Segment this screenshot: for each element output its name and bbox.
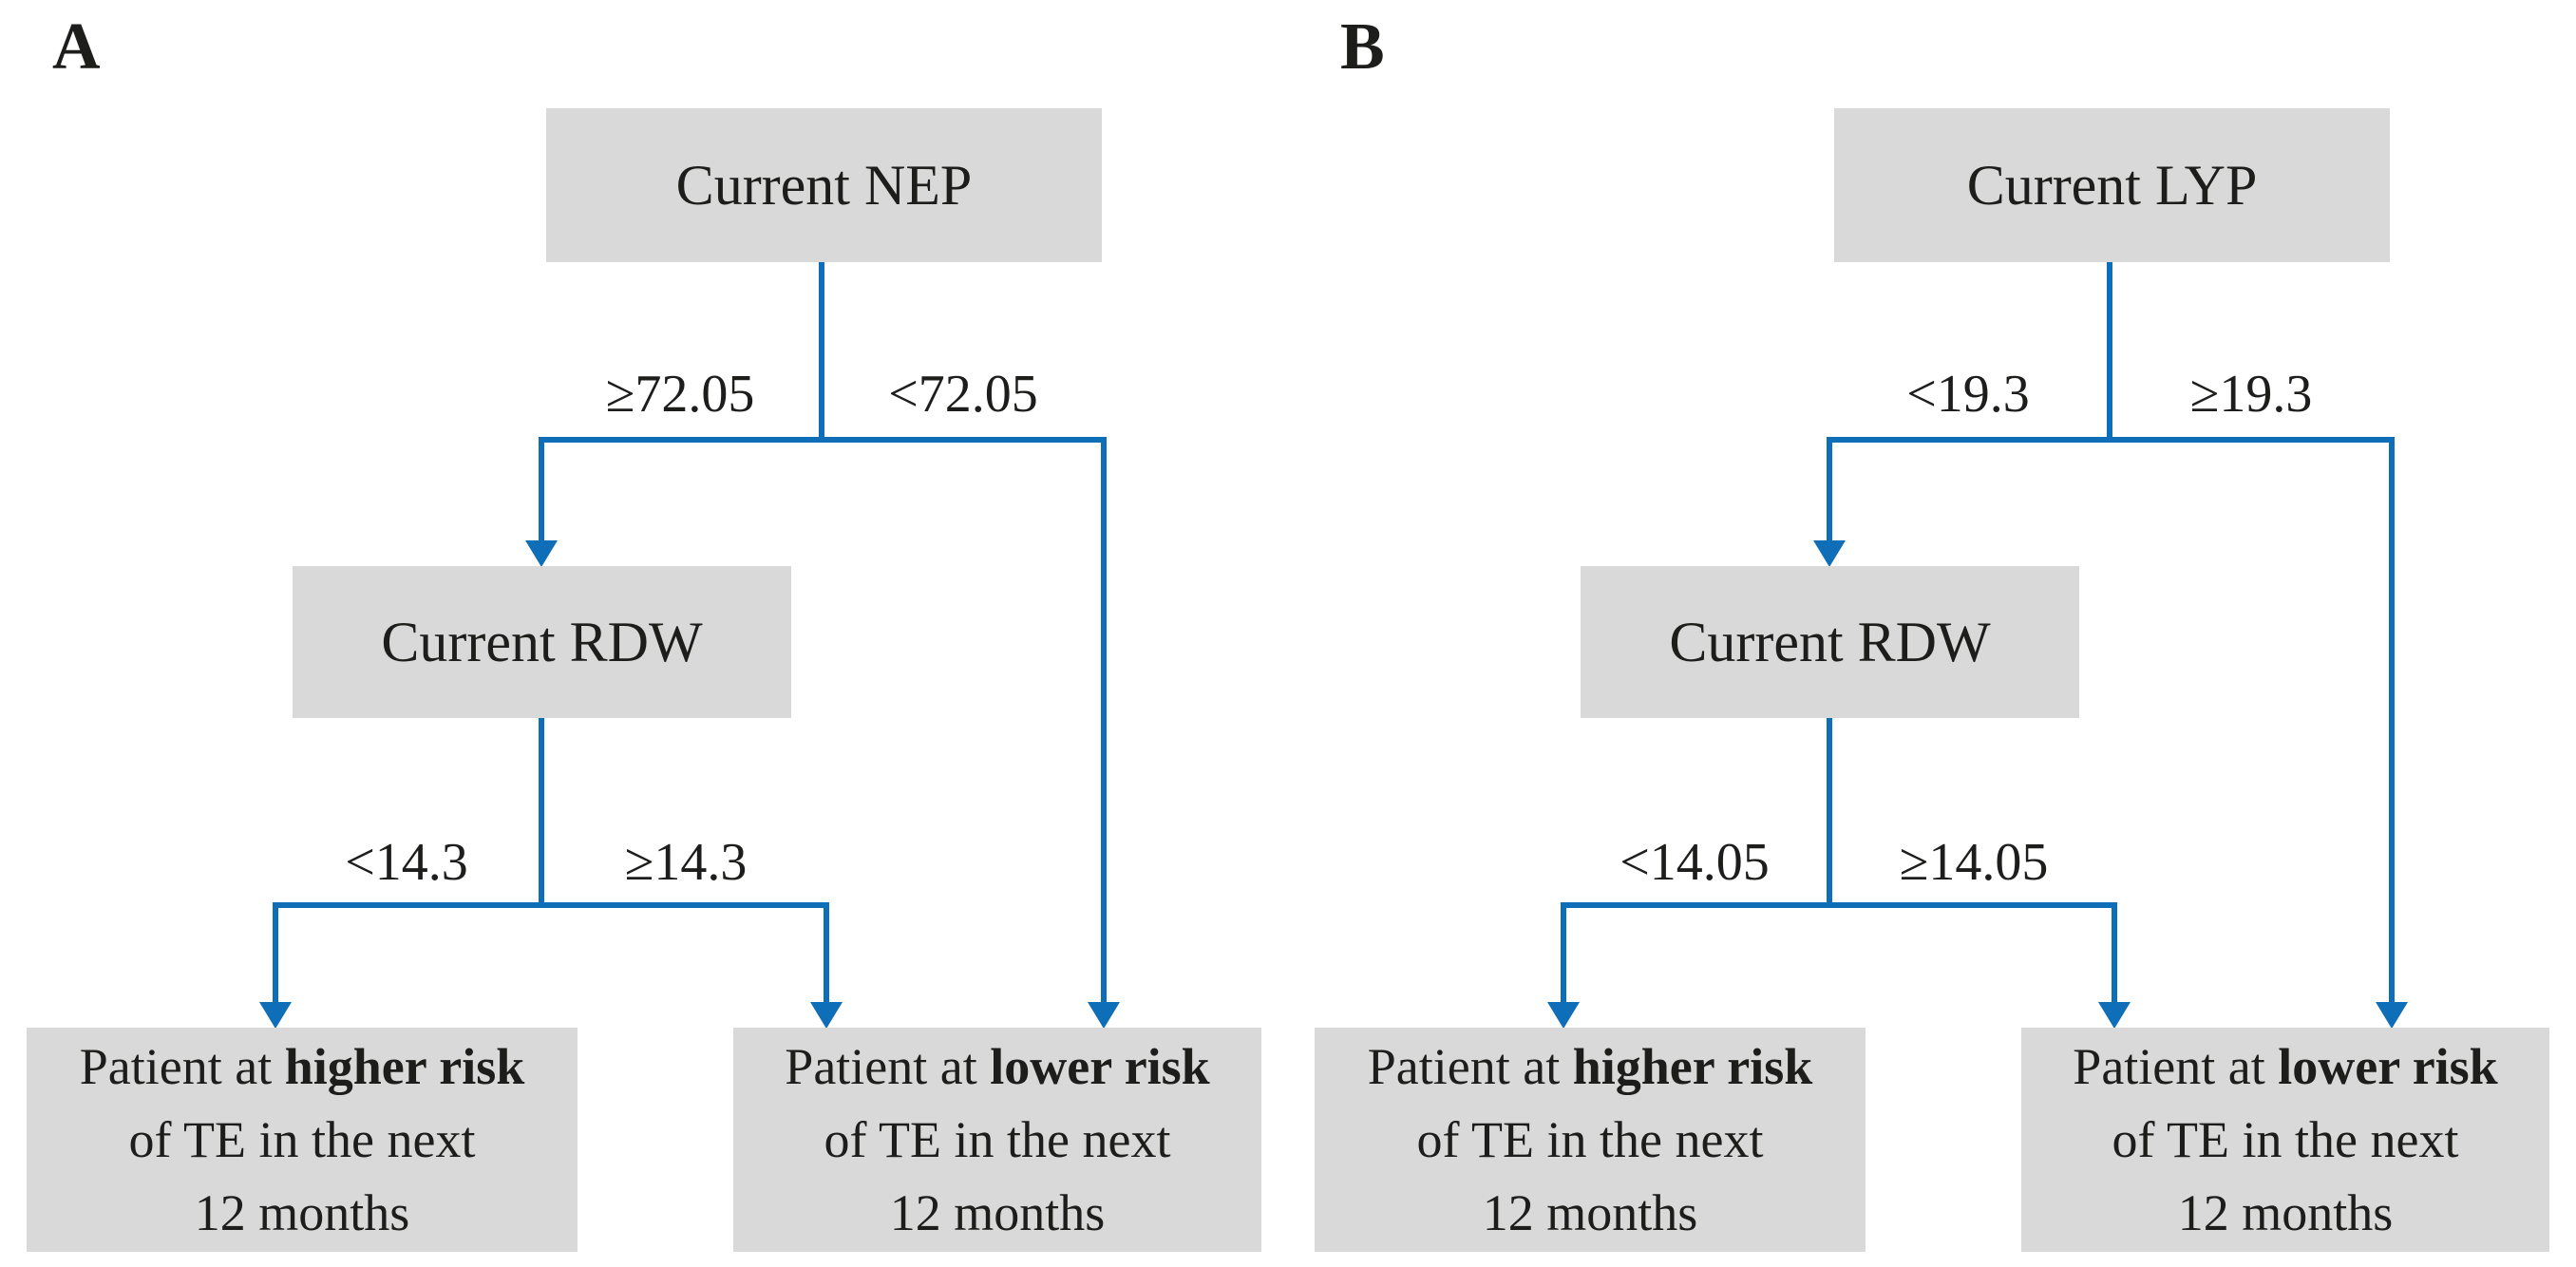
connector-branch1-right: [2389, 437, 2395, 1005]
leaf-lower-risk: Patient at lower risk of TE in the next …: [2021, 1028, 2549, 1252]
connector-root-stem: [819, 262, 824, 443]
leaf-line-2: of TE in the next: [1416, 1110, 1764, 1168]
leaf-bold-text: higher risk: [1572, 1037, 1813, 1095]
leaf-lead-text: Patient at: [79, 1037, 285, 1095]
connector-branch2-bar: [1561, 902, 2117, 908]
leaf-higher-risk: Patient at higher risk of TE in the next…: [1315, 1028, 1866, 1252]
condition-branch1-left: <19.3: [1906, 365, 2030, 424]
leaf-bold-text: lower risk: [2278, 1037, 2498, 1095]
arrowhead-down-icon: [1547, 1002, 1580, 1029]
leaf-line-2: of TE in the next: [824, 1110, 1171, 1168]
connector-child-stem: [539, 718, 544, 908]
leaf-lead-text: Patient at: [785, 1037, 991, 1095]
leaf-line-3: 12 months: [2177, 1183, 2394, 1241]
leaf-line-1: Patient at lower risk: [2073, 1031, 2497, 1104]
condition-branch2-right: ≥14.05: [1899, 833, 2049, 892]
connector-branch2-bar: [273, 902, 829, 908]
connector-branch1-bar: [1827, 437, 2395, 443]
leaf-line-3: 12 months: [889, 1183, 1106, 1241]
panel-a: A Current NEP ≥72.05 <72.05 Current RDW …: [27, 10, 1261, 1252]
leaf-line-1: Patient at higher risk: [1368, 1031, 1813, 1104]
arrowhead-down-icon: [810, 1002, 843, 1029]
connector-branch1-left: [539, 437, 544, 543]
leaf-bold-text: lower risk: [990, 1037, 1210, 1095]
leaf-line-1: Patient at higher risk: [80, 1031, 525, 1104]
panel-b: B Current LYP <19.3 ≥19.3 Current RDW <1…: [1288, 0, 2576, 1267]
node-current-nep: Current NEP: [546, 108, 1102, 262]
connector-root-stem: [2107, 262, 2112, 443]
node-current-lyp: Current LYP: [1834, 108, 2390, 262]
connector-branch2-left: [273, 902, 278, 1005]
leaf-lead-text: Patient at: [2073, 1037, 2279, 1095]
arrowhead-down-icon: [2098, 1002, 2131, 1029]
leaf-lower-risk: Patient at lower risk of TE in the next …: [733, 1028, 1261, 1252]
connector-branch2-right: [2112, 902, 2117, 1005]
leaf-line-2: of TE in the next: [128, 1110, 476, 1168]
condition-branch1-left: ≥72.05: [605, 365, 755, 424]
panel-b-label: B: [1340, 10, 1385, 84]
condition-branch2-left: <14.05: [1619, 833, 1770, 892]
arrowhead-down-icon: [2376, 1002, 2408, 1029]
leaf-bold-text: higher risk: [284, 1037, 525, 1095]
leaf-line-2: of TE in the next: [2112, 1110, 2459, 1168]
connector-branch2-left: [1561, 902, 1566, 1005]
connector-child-stem: [1827, 718, 1832, 908]
arrowhead-down-icon: [525, 540, 558, 567]
condition-branch1-right: ≥19.3: [2189, 365, 2313, 424]
connector-branch1-bar: [539, 437, 1107, 443]
connector-branch1-right: [1101, 437, 1107, 1005]
leaf-lead-text: Patient at: [1367, 1037, 1573, 1095]
condition-branch2-left: <14.3: [345, 833, 468, 892]
arrowhead-down-icon: [1813, 540, 1846, 567]
leaf-line-1: Patient at lower risk: [785, 1031, 1209, 1104]
leaf-line-3: 12 months: [1482, 1183, 1698, 1241]
node-current-rdw: Current RDW: [293, 566, 791, 718]
panel-a-label: A: [52, 10, 101, 84]
arrowhead-down-icon: [259, 1002, 292, 1029]
leaf-higher-risk: Patient at higher risk of TE in the next…: [27, 1028, 578, 1252]
condition-branch2-right: ≥14.3: [624, 833, 748, 892]
connector-branch1-left: [1827, 437, 1832, 543]
node-current-rdw: Current RDW: [1581, 566, 2079, 718]
leaf-line-3: 12 months: [194, 1183, 410, 1241]
connector-branch2-right: [824, 902, 829, 1005]
arrowhead-down-icon: [1088, 1002, 1120, 1029]
condition-branch1-right: <72.05: [888, 365, 1038, 424]
